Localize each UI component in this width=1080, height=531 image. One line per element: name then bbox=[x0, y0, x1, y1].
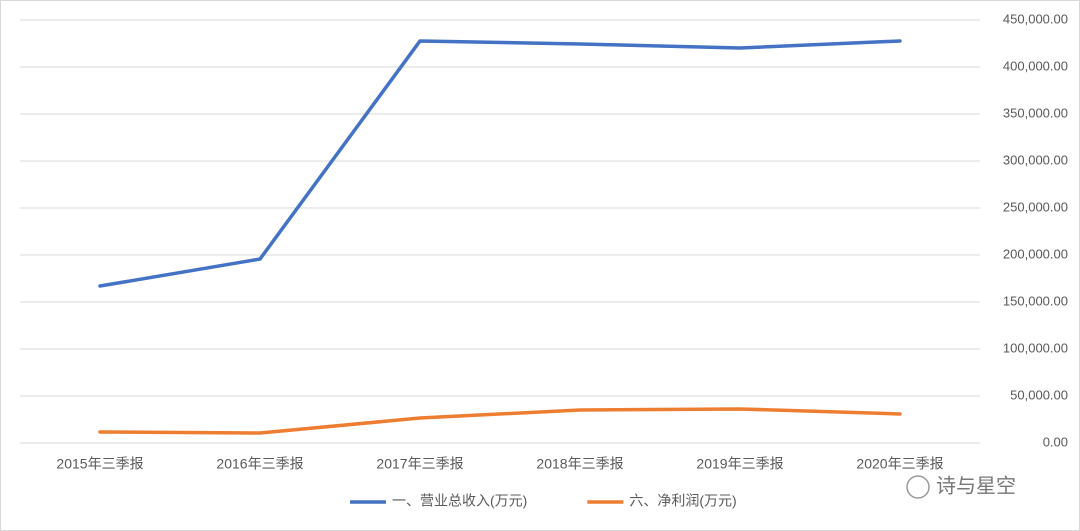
x-tick-label: 2015年三季报 bbox=[56, 456, 143, 472]
y-tick-label: 300,000.00 bbox=[1003, 152, 1068, 167]
series-line bbox=[98, 39, 902, 288]
y-tick-label: 100,000.00 bbox=[1003, 340, 1068, 355]
x-tick-label: 2018年三季报 bbox=[536, 456, 623, 472]
y-tick-label: 0.00 bbox=[1043, 434, 1068, 449]
legend-label: 六、净利润(万元) bbox=[629, 493, 736, 509]
watermark-text: 诗与星空 bbox=[936, 474, 1016, 497]
y-tick-label: 250,000.00 bbox=[1003, 199, 1068, 214]
series-line bbox=[98, 407, 902, 435]
legend-label: 一、营业总收入(万元) bbox=[392, 493, 527, 509]
x-tick-label: 2017年三季报 bbox=[376, 456, 463, 472]
y-tick-label: 50,000.00 bbox=[1010, 387, 1068, 402]
y-tick-label: 150,000.00 bbox=[1003, 293, 1068, 308]
y-tick-label: 450,000.00 bbox=[1003, 11, 1068, 26]
x-tick-label: 2019年三季报 bbox=[696, 456, 783, 472]
y-tick-label: 200,000.00 bbox=[1003, 246, 1068, 261]
x-tick-label: 2020年三季报 bbox=[856, 456, 943, 472]
watermark-icon bbox=[906, 475, 930, 499]
x-tick-label: 2016年三季报 bbox=[216, 456, 303, 472]
y-tick-label: 400,000.00 bbox=[1003, 58, 1068, 73]
watermark: 诗与星空 bbox=[906, 474, 1016, 499]
y-tick-label: 350,000.00 bbox=[1003, 105, 1068, 120]
